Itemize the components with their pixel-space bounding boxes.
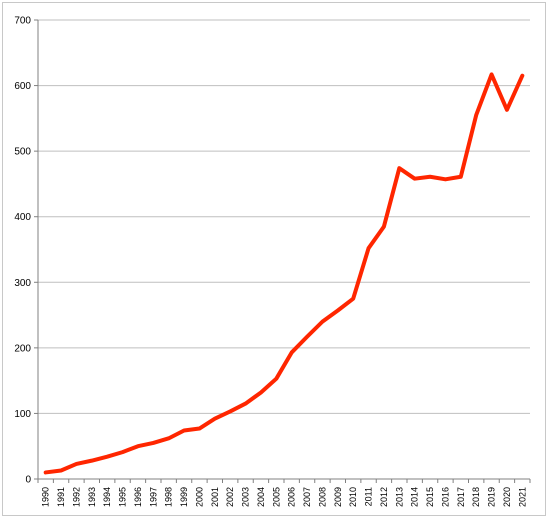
data-point	[153, 442, 154, 443]
data-point	[107, 456, 108, 457]
data-point	[430, 176, 431, 177]
data-point	[368, 248, 369, 249]
x-tick-label: 1999	[179, 487, 189, 507]
y-tick-label: 300	[14, 278, 31, 289]
y-tick-label: 400	[14, 212, 31, 223]
x-tick-label: 2018	[471, 487, 481, 507]
x-tick-label: 2007	[302, 487, 312, 507]
x-tick-label: 2014	[410, 487, 420, 507]
x-tick-label: 1996	[133, 487, 143, 507]
x-tick-label: 1991	[56, 487, 66, 507]
x-tick-label: 1995	[118, 487, 128, 507]
data-point	[522, 75, 523, 76]
x-tick-label: 2000	[194, 487, 204, 507]
x-axis-ticks: 1990 1991 1992 1993 1994 1995 1996 1997 1998 1999…	[37, 479, 531, 507]
data-point	[230, 411, 231, 412]
y-tick-label: 200	[14, 343, 31, 354]
data-point	[307, 336, 308, 337]
x-tick-label: 2021	[517, 487, 527, 507]
x-tick-label: 2013	[394, 487, 404, 507]
data-point	[245, 403, 246, 404]
data-point	[214, 418, 215, 419]
data-point	[45, 472, 46, 473]
series-line	[43, 72, 525, 475]
x-tick-label: 1992	[71, 487, 81, 507]
x-tick-label: 2016	[440, 487, 450, 507]
grid-lines	[38, 19, 530, 414]
x-tick-label: 2015	[425, 487, 435, 507]
axes	[37, 20, 530, 480]
data-point	[276, 378, 277, 379]
data-point	[76, 463, 77, 464]
y-tick-label: 500	[14, 147, 31, 158]
data-point	[445, 179, 446, 180]
y-axis-ticks: 0 100 200 300 400 500 600 700	[14, 16, 38, 486]
data-point	[199, 428, 200, 429]
data-point	[137, 446, 138, 447]
y-tick-label: 600	[14, 81, 31, 92]
data-point	[184, 430, 185, 431]
series-layer	[43, 72, 525, 475]
x-tick-label: 1998	[164, 487, 174, 507]
x-tick-label: 1997	[148, 487, 158, 507]
x-tick-label: 2009	[333, 487, 343, 507]
data-point	[353, 298, 354, 299]
data-point	[168, 438, 169, 439]
data-point	[260, 392, 261, 393]
data-point	[291, 352, 292, 353]
data-point	[414, 178, 415, 179]
data-point	[337, 310, 338, 311]
x-tick-label: 1994	[102, 487, 112, 507]
y-tick-label: 0	[25, 475, 31, 486]
x-tick-label: 2017	[456, 487, 466, 507]
x-tick-label: 2019	[487, 487, 497, 507]
x-tick-label: 2020	[502, 487, 512, 507]
data-point	[460, 176, 461, 177]
data-point	[506, 109, 507, 110]
y-tick-label: 700	[14, 16, 31, 27]
x-tick-label: 2004	[256, 487, 266, 507]
data-point	[61, 470, 62, 471]
data-point	[383, 226, 384, 227]
x-tick-label: 1990	[41, 487, 51, 507]
x-tick-label: 2012	[379, 487, 389, 507]
x-tick-label: 2003	[241, 487, 251, 507]
data-point	[122, 452, 123, 453]
data-point	[399, 168, 400, 169]
x-tick-label: 2006	[287, 487, 297, 507]
x-tick-label: 2010	[348, 487, 358, 507]
x-tick-label: 2001	[210, 487, 220, 507]
data-point	[491, 74, 492, 75]
x-tick-label: 2002	[225, 487, 235, 507]
x-tick-label: 1993	[87, 487, 97, 507]
x-tick-label: 2011	[364, 487, 374, 506]
data-point	[91, 460, 92, 461]
x-tick-label: 2008	[317, 487, 327, 507]
chart-frame	[2, 2, 546, 516]
data-point	[322, 321, 323, 322]
y-tick-label: 100	[14, 409, 31, 420]
x-tick-label: 2005	[271, 487, 281, 507]
data-point	[476, 115, 477, 116]
